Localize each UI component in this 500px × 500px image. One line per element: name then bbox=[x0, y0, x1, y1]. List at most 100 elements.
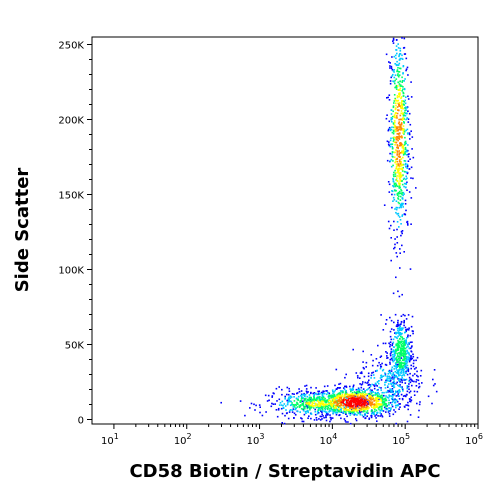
event-point bbox=[406, 112, 408, 115]
event-point bbox=[356, 391, 358, 394]
event-point bbox=[351, 395, 353, 397]
event-point bbox=[398, 59, 401, 61]
event-point bbox=[388, 120, 391, 123]
event-point bbox=[371, 395, 374, 397]
event-point bbox=[398, 182, 400, 184]
event-point bbox=[373, 403, 376, 405]
event-point bbox=[393, 55, 395, 58]
event-point bbox=[290, 403, 293, 406]
event-point bbox=[401, 388, 404, 390]
event-point bbox=[408, 353, 410, 355]
event-point bbox=[301, 417, 303, 420]
event-point bbox=[336, 387, 339, 389]
event-point bbox=[337, 392, 340, 395]
event-point bbox=[407, 74, 409, 76]
event-point bbox=[325, 400, 328, 402]
event-point bbox=[391, 118, 393, 120]
event-point bbox=[407, 153, 409, 156]
event-point bbox=[359, 393, 362, 395]
event-point bbox=[304, 406, 307, 408]
event-point bbox=[392, 42, 395, 44]
event-point bbox=[411, 384, 413, 387]
event-point bbox=[324, 399, 326, 402]
event-point bbox=[357, 401, 359, 404]
event-point bbox=[296, 392, 298, 395]
event-point bbox=[354, 394, 357, 396]
event-point bbox=[345, 412, 347, 414]
event-point bbox=[398, 83, 401, 85]
event-point bbox=[308, 398, 310, 401]
event-point bbox=[400, 370, 403, 373]
event-point bbox=[393, 183, 396, 186]
event-point bbox=[402, 313, 405, 316]
event-point bbox=[364, 412, 366, 415]
event-point bbox=[415, 359, 417, 362]
event-point bbox=[376, 405, 378, 408]
event-point bbox=[371, 397, 373, 399]
event-point bbox=[397, 335, 399, 338]
event-point bbox=[395, 200, 398, 202]
event-point bbox=[356, 395, 359, 398]
event-point bbox=[369, 384, 371, 386]
event-point bbox=[399, 384, 401, 386]
event-point bbox=[398, 340, 401, 343]
event-point bbox=[281, 422, 283, 424]
event-point bbox=[396, 52, 398, 55]
event-point bbox=[395, 49, 398, 51]
event-point bbox=[382, 375, 384, 377]
event-point bbox=[398, 132, 400, 135]
event-point bbox=[380, 365, 383, 368]
event-point bbox=[310, 399, 313, 401]
event-point bbox=[321, 398, 324, 400]
event-point bbox=[402, 150, 405, 152]
event-point bbox=[386, 355, 388, 357]
event-point bbox=[369, 404, 372, 406]
event-point bbox=[362, 398, 365, 400]
event-point bbox=[381, 362, 383, 365]
event-point bbox=[288, 396, 290, 399]
event-point bbox=[393, 129, 395, 132]
event-point bbox=[399, 323, 401, 326]
event-point bbox=[299, 405, 302, 407]
event-point bbox=[392, 132, 395, 135]
event-point bbox=[403, 405, 406, 408]
event-point bbox=[396, 154, 398, 156]
event-point bbox=[389, 335, 392, 338]
event-point bbox=[397, 371, 400, 373]
event-point bbox=[365, 366, 367, 368]
event-point bbox=[432, 378, 434, 381]
y-tick-label: 100K bbox=[58, 266, 84, 277]
event-point bbox=[399, 348, 402, 350]
event-point bbox=[432, 384, 435, 387]
event-point bbox=[330, 404, 333, 406]
event-point bbox=[356, 394, 358, 397]
event-point bbox=[270, 405, 273, 408]
event-point bbox=[392, 160, 394, 162]
event-point bbox=[379, 398, 382, 400]
y-tick-label: 150K bbox=[58, 191, 84, 202]
event-point bbox=[399, 105, 401, 107]
event-point bbox=[327, 391, 329, 394]
event-point bbox=[399, 219, 402, 221]
event-point bbox=[406, 165, 409, 168]
event-point bbox=[371, 412, 373, 414]
event-point bbox=[401, 342, 404, 345]
event-point bbox=[329, 399, 331, 401]
event-point bbox=[401, 359, 404, 362]
event-point bbox=[303, 406, 305, 409]
event-point bbox=[346, 415, 348, 418]
event-point bbox=[401, 362, 404, 364]
event-point bbox=[318, 397, 321, 400]
event-point bbox=[399, 173, 402, 176]
event-point bbox=[398, 192, 400, 195]
event-point bbox=[398, 159, 401, 161]
event-point bbox=[402, 65, 405, 68]
event-point bbox=[404, 186, 407, 189]
event-point bbox=[400, 112, 402, 115]
event-point bbox=[404, 379, 406, 381]
event-point bbox=[341, 393, 344, 396]
event-point bbox=[402, 154, 405, 156]
event-point bbox=[220, 401, 222, 404]
event-point bbox=[398, 352, 400, 354]
event-point bbox=[400, 110, 403, 112]
